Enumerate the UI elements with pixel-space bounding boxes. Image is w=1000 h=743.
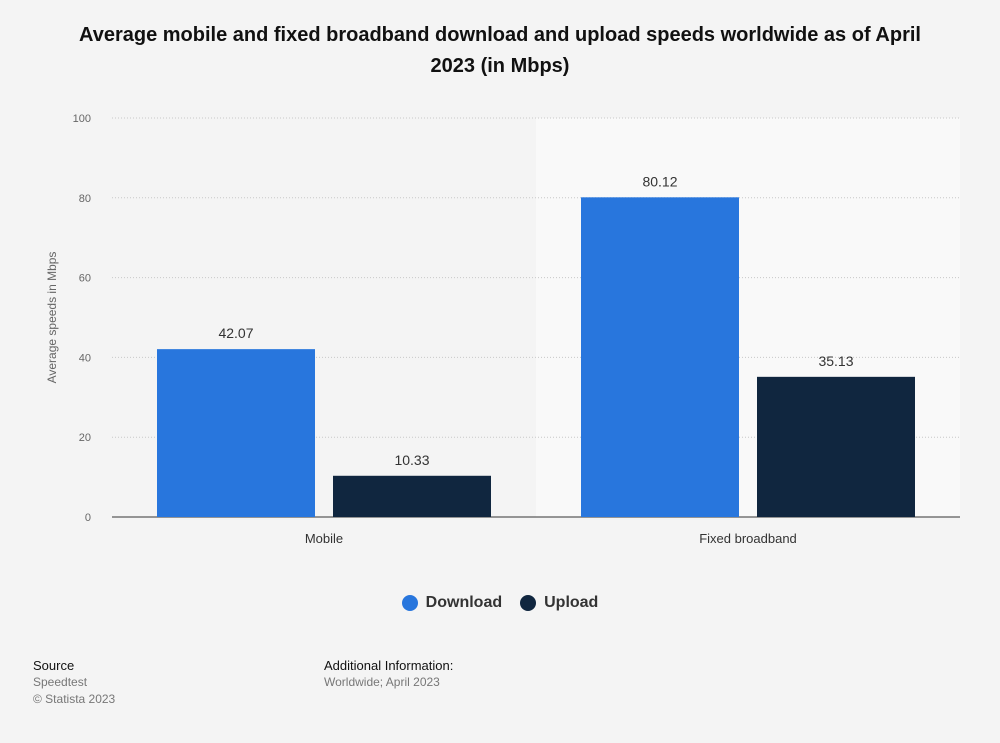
data-label: 42.07 <box>218 325 253 341</box>
y-tick-label: 100 <box>73 113 91 125</box>
y-tick-label: 60 <box>79 273 91 285</box>
x-category-label: Fixed broadband <box>699 531 797 546</box>
source-heading: Source <box>33 658 75 673</box>
bar-download[interactable] <box>157 349 315 517</box>
x-category-label: Mobile <box>305 531 343 546</box>
y-tick-label: 20 <box>79 432 91 444</box>
legend-label: Upload <box>544 594 599 611</box>
bar-upload[interactable] <box>333 475 491 517</box>
legend-item-upload[interactable]: Upload <box>520 594 598 612</box>
source-link[interactable]: Speedtest <box>33 675 88 689</box>
y-tick-label: 40 <box>79 352 91 364</box>
legend: Download Upload <box>0 594 1000 612</box>
y-axis-title: Average speeds in Mbps <box>45 252 59 384</box>
legend-label: Download <box>425 594 503 611</box>
legend-item-download[interactable]: Download <box>401 594 503 612</box>
data-label: 10.33 <box>394 452 429 468</box>
y-tick-label: 80 <box>79 193 91 205</box>
data-label: 80.12 <box>642 173 677 189</box>
info-heading: Additional Information: <box>324 658 454 673</box>
chart-title: Average mobile and fixed broadband downl… <box>79 24 921 77</box>
info-text: Worldwide; April 2023 <box>324 675 440 689</box>
additional-info-block: Additional Information: Worldwide; April… <box>324 657 453 691</box>
bar-download[interactable] <box>581 197 739 517</box>
download-swatch-icon <box>401 595 418 611</box>
bar-chart: 0 20 40 60 80 100 Average speeds in Mbps Mobile… <box>45 113 960 546</box>
upload-swatch-icon <box>520 595 537 611</box>
bar-upload[interactable] <box>757 376 915 517</box>
copyright: © Statista 2023 <box>33 692 116 706</box>
source-block: Source Speedtest © Statista 2023 <box>33 657 115 708</box>
data-label: 35.13 <box>818 353 853 369</box>
y-tick-label: 0 <box>85 512 91 524</box>
